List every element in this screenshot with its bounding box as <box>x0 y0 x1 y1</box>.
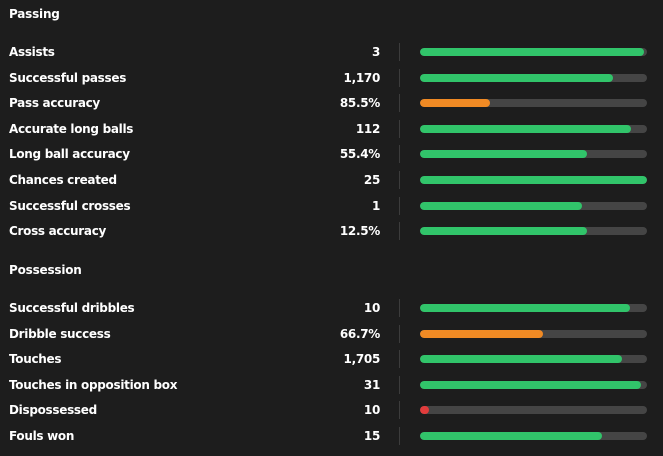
stat-bar-track <box>420 227 647 235</box>
stat-bar-fill <box>420 125 632 133</box>
stat-label: Assists <box>9 45 55 59</box>
stat-label: Touches in opposition box <box>9 378 178 392</box>
divider <box>399 350 400 368</box>
stat-bar-track <box>420 176 647 184</box>
stat-label: Dispossessed <box>9 403 97 417</box>
stat-bar-track <box>420 355 647 363</box>
divider <box>399 69 400 87</box>
stat-row-touches: Touches 1,705 <box>0 350 663 370</box>
divider <box>399 401 400 419</box>
stat-bar-fill <box>420 355 623 363</box>
divider <box>399 427 400 445</box>
stat-label: Touches <box>9 352 62 366</box>
stat-value: 15 <box>363 429 380 443</box>
divider <box>399 222 400 240</box>
stat-label: Dribble success <box>9 327 111 341</box>
stat-label: Chances created <box>9 173 117 187</box>
stat-bar-fill <box>420 432 602 440</box>
stat-bar-fill <box>420 74 613 82</box>
stat-label: Pass accuracy <box>9 96 100 110</box>
stat-label: Successful passes <box>9 71 127 85</box>
stat-row-dribble-success: Dribble success 66.7% <box>0 325 663 345</box>
stat-label: Fouls won <box>9 429 75 443</box>
stat-bar-track <box>420 381 647 389</box>
stat-value: 10 <box>363 403 380 417</box>
divider <box>399 145 400 163</box>
stat-value: 1 <box>371 199 380 213</box>
divider <box>399 94 400 112</box>
stat-bar-track <box>420 99 647 107</box>
stat-bar-fill <box>420 381 642 389</box>
stat-value: 66.7% <box>339 327 380 341</box>
stat-bar-fill <box>420 99 491 107</box>
stat-row-accurate-long-balls: Accurate long balls 112 <box>0 120 663 140</box>
stat-bar-track <box>420 304 647 312</box>
stat-label: Successful dribbles <box>9 301 135 315</box>
stat-bar-fill <box>420 150 587 158</box>
divider <box>399 325 400 343</box>
stat-row-chances-created: Chances created 25 <box>0 171 663 191</box>
stat-value: 1,705 <box>343 352 381 366</box>
divider <box>399 197 400 215</box>
stat-value: 112 <box>355 122 380 136</box>
stat-value: 1,170 <box>343 71 381 85</box>
divider <box>399 376 400 394</box>
stat-row-successful-dribbles: Successful dribbles 10 <box>0 299 663 319</box>
stat-row-pass-accuracy: Pass accuracy 85.5% <box>0 94 663 114</box>
stat-row-successful-passes: Successful passes 1,170 <box>0 69 663 89</box>
stat-bar-fill <box>420 304 630 312</box>
stat-label: Successful crosses <box>9 199 131 213</box>
divider <box>399 299 400 317</box>
stat-row-cross-accuracy: Cross accuracy 12.5% <box>0 222 663 242</box>
stat-bar-track <box>420 74 647 82</box>
stat-value: 10 <box>363 301 380 315</box>
stat-bar-track <box>420 125 647 133</box>
stat-row-dispossessed: Dispossessed 10 <box>0 401 663 421</box>
stat-bar-fill <box>420 227 587 235</box>
divider <box>399 171 400 189</box>
stat-value: 31 <box>363 378 380 392</box>
stat-bar-fill <box>420 176 647 184</box>
stat-value: 25 <box>363 173 380 187</box>
divider <box>399 120 400 138</box>
stat-bar-fill <box>420 202 583 210</box>
stat-value: 85.5% <box>339 96 380 110</box>
stat-bar-track <box>420 48 647 56</box>
stat-value: 3 <box>371 45 380 59</box>
stat-value: 12.5% <box>339 224 380 238</box>
stat-label: Accurate long balls <box>9 122 134 136</box>
stat-label: Long ball accuracy <box>9 147 130 161</box>
stat-row-long-ball-accuracy: Long ball accuracy 55.4% <box>0 145 663 165</box>
stat-row-fouls-won: Fouls won 15 <box>0 427 663 447</box>
stat-bar-fill <box>420 330 543 338</box>
stat-row-successful-crosses: Successful crosses 1 <box>0 197 663 217</box>
divider <box>399 43 400 61</box>
stat-bar-track <box>420 202 647 210</box>
stat-value: 55.4% <box>339 147 380 161</box>
stat-bar-track <box>420 150 647 158</box>
section-title-possession: Possession <box>9 263 82 277</box>
stat-label: Cross accuracy <box>9 224 107 238</box>
stat-bar-track <box>420 406 647 414</box>
stat-row-touches-in-opposition-box: Touches in opposition box 31 <box>0 376 663 396</box>
stat-bar-track <box>420 432 647 440</box>
section-title-passing: Passing <box>9 7 60 21</box>
stat-bar-fill <box>420 406 430 414</box>
stat-bar-track <box>420 330 647 338</box>
stat-row-assists: Assists 3 <box>0 43 663 63</box>
stat-bar-fill <box>420 48 644 56</box>
